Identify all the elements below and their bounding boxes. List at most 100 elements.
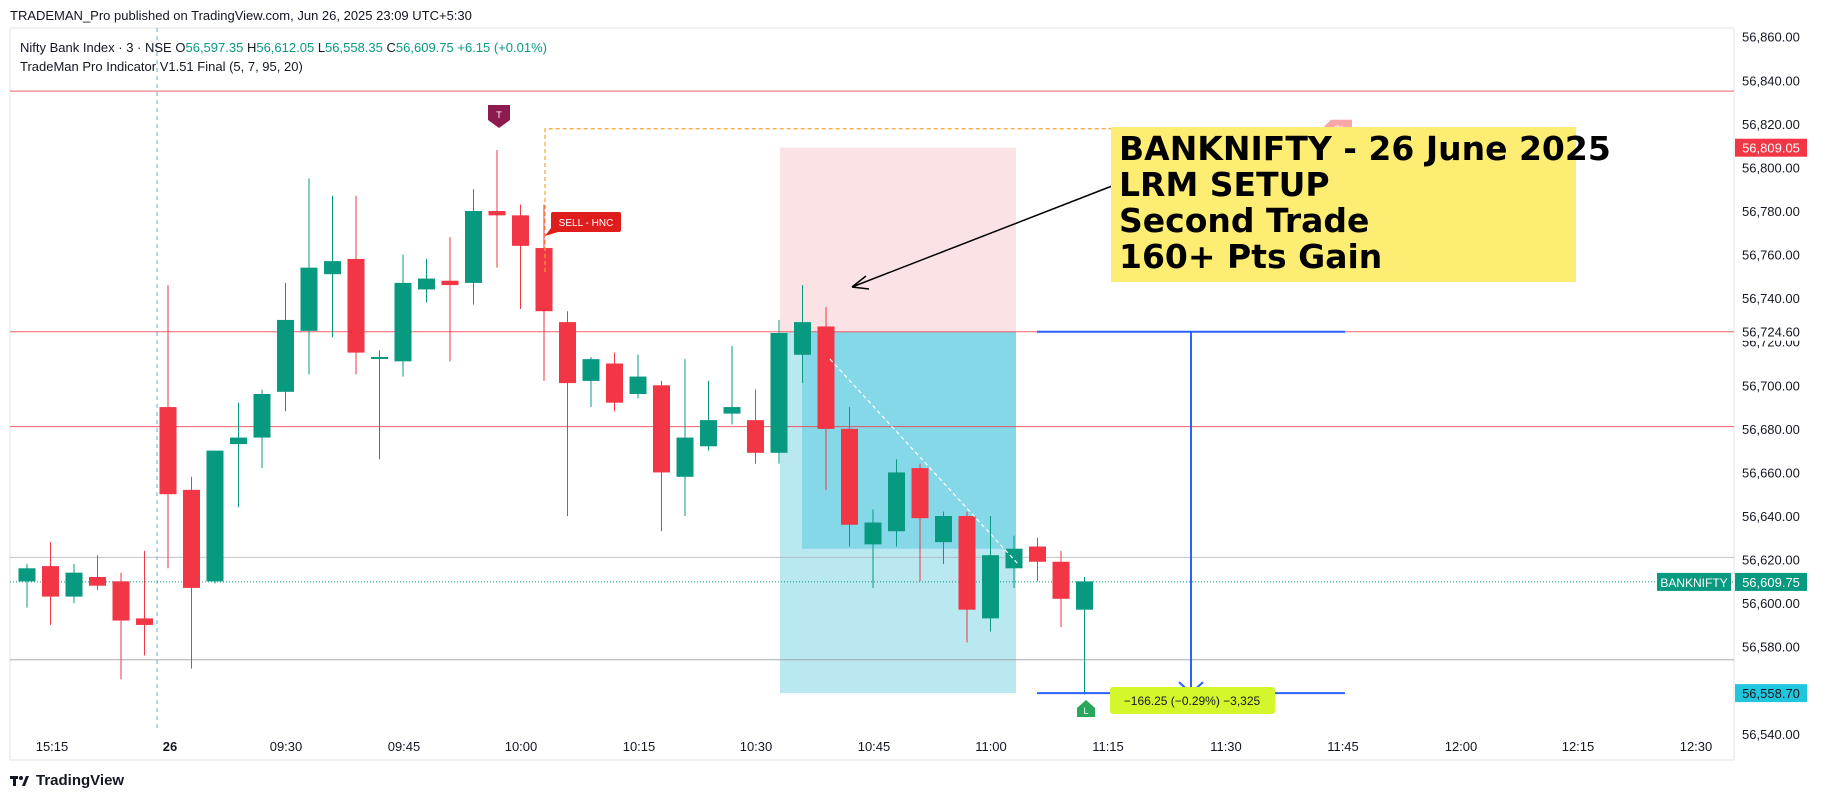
x-tick-label: 11:30 (1210, 739, 1242, 754)
chart-legend: Nifty Bank Index · 3 · NSE O56,597.35 H5… (20, 38, 547, 76)
x-tick-label: 09:30 (270, 739, 303, 754)
candle-body (770, 333, 788, 453)
candle (676, 359, 694, 516)
candle (958, 511, 976, 643)
candle-body (65, 572, 83, 597)
current-price-tag-text: 56,609.75 (1742, 575, 1800, 590)
candle (42, 542, 59, 625)
callout-line-2: LRM SETUP (1119, 165, 1330, 204)
trend-projection-line (829, 358, 1019, 565)
tradingview-footer[interactable]: TradingView (10, 772, 124, 789)
candle-body (700, 420, 717, 447)
candle (441, 237, 459, 362)
sell-signal-label: SELL - HNC (559, 218, 614, 229)
sell-signal-pointer (545, 228, 558, 236)
candle-body (888, 472, 905, 532)
y-tick-label: 56,640.00 (1742, 509, 1800, 524)
measure-label: −166.25 (−0.29%) −3,325 (1110, 687, 1275, 714)
candle (911, 463, 929, 582)
stop-loss-price-tag: 56,809.05 (1735, 138, 1807, 157)
high-value: 56,612.05 (256, 40, 315, 55)
candle (136, 550, 153, 656)
candle (89, 555, 106, 591)
entry-price-tag-text: 56,724.60 (1742, 325, 1800, 340)
candle (112, 572, 130, 680)
y-tick-label: 56,600.00 (1742, 596, 1800, 611)
candle (1005, 535, 1023, 588)
x-tick-label: 12:30 (1680, 739, 1713, 754)
candle-body (982, 555, 999, 619)
x-tick-label: 10:30 (740, 739, 773, 754)
publish-info: TRADEMAN_Pro published on TradingView.co… (10, 8, 472, 23)
symbol-name-tag: BANKNIFTY (1657, 572, 1731, 591)
symbol-label[interactable]: Nifty Bank Index · 3 · NSE (20, 40, 172, 55)
candle-body (1029, 546, 1046, 562)
y-tick-label: 56,800.00 (1742, 160, 1800, 175)
entry-price-tag: 56,724.60 (1735, 322, 1807, 341)
target-zone-inner (802, 331, 1016, 549)
candle-body (159, 407, 177, 495)
candle (465, 189, 482, 305)
low-value: 56,558.35 (325, 40, 383, 55)
x-tick-label: 10:15 (623, 739, 656, 754)
candle (206, 450, 224, 584)
target-price-tag-text: 56,558.70 (1742, 686, 1800, 701)
candle (629, 354, 647, 399)
x-tick-label: 10:45 (858, 739, 891, 754)
candle-body (394, 282, 412, 362)
trade-callout: BANKNIFTY - 26 June 2025 LRM SETUP Secon… (1111, 127, 1611, 282)
candle (982, 516, 999, 632)
candle-body (371, 356, 388, 359)
candle-body (958, 516, 976, 610)
candle-body (230, 437, 247, 445)
candle (371, 350, 388, 460)
candle (723, 346, 741, 425)
symbol-name-box (1657, 572, 1731, 591)
candle (394, 254, 412, 377)
x-tick-label: 12:00 (1445, 739, 1478, 754)
close-value: 56,609.75 (395, 40, 454, 55)
stop-loss-bracket (544, 128, 1326, 272)
candle (888, 459, 905, 547)
x-tick-label: 11:45 (1327, 739, 1359, 754)
x-tick-label: 12:15 (1562, 739, 1595, 754)
candle-body (18, 568, 36, 582)
l-marker-label: L (1083, 706, 1088, 716)
candle-body (42, 566, 59, 597)
candle-body (864, 522, 882, 545)
l-marker: L (1077, 700, 1095, 717)
measure-label-text: −166.25 (−0.29%) −3,325 (1124, 694, 1261, 708)
y-tick-label: 56,860.00 (1742, 30, 1800, 45)
candle (559, 311, 576, 516)
candle (324, 195, 341, 338)
x-tick-label: 15:15 (36, 739, 69, 754)
candle-body (441, 280, 459, 286)
candle-body (136, 618, 153, 625)
candle (18, 563, 36, 608)
candle (864, 509, 882, 588)
indicator-label[interactable]: TradeMan Pro Indicator V1.51 Final (5, 7… (20, 59, 303, 74)
candle (794, 285, 811, 384)
candle-body (277, 319, 294, 392)
candle (1076, 577, 1093, 695)
candle-body (347, 258, 365, 353)
x-tick-label: 10:00 (505, 739, 538, 754)
candle (700, 380, 717, 451)
y-tick-label: 56,820.00 (1742, 117, 1800, 132)
candle-body (794, 322, 811, 355)
change-value: +6.15 (+0.01%) (457, 40, 547, 55)
candle-body (512, 215, 529, 246)
candle (488, 150, 506, 268)
close-label: C (386, 40, 396, 55)
callout-line-3: Second Trade (1119, 201, 1370, 240)
candle-body (606, 363, 623, 403)
stop-loss-zone (780, 147, 1016, 332)
stop-loss-price-tag-box (1735, 138, 1807, 157)
candle-body (300, 267, 318, 331)
candle (347, 195, 365, 375)
candle-body (206, 450, 224, 582)
y-tick-label: 56,540.00 (1742, 727, 1800, 742)
candle-body (629, 376, 647, 394)
candle (159, 285, 177, 569)
